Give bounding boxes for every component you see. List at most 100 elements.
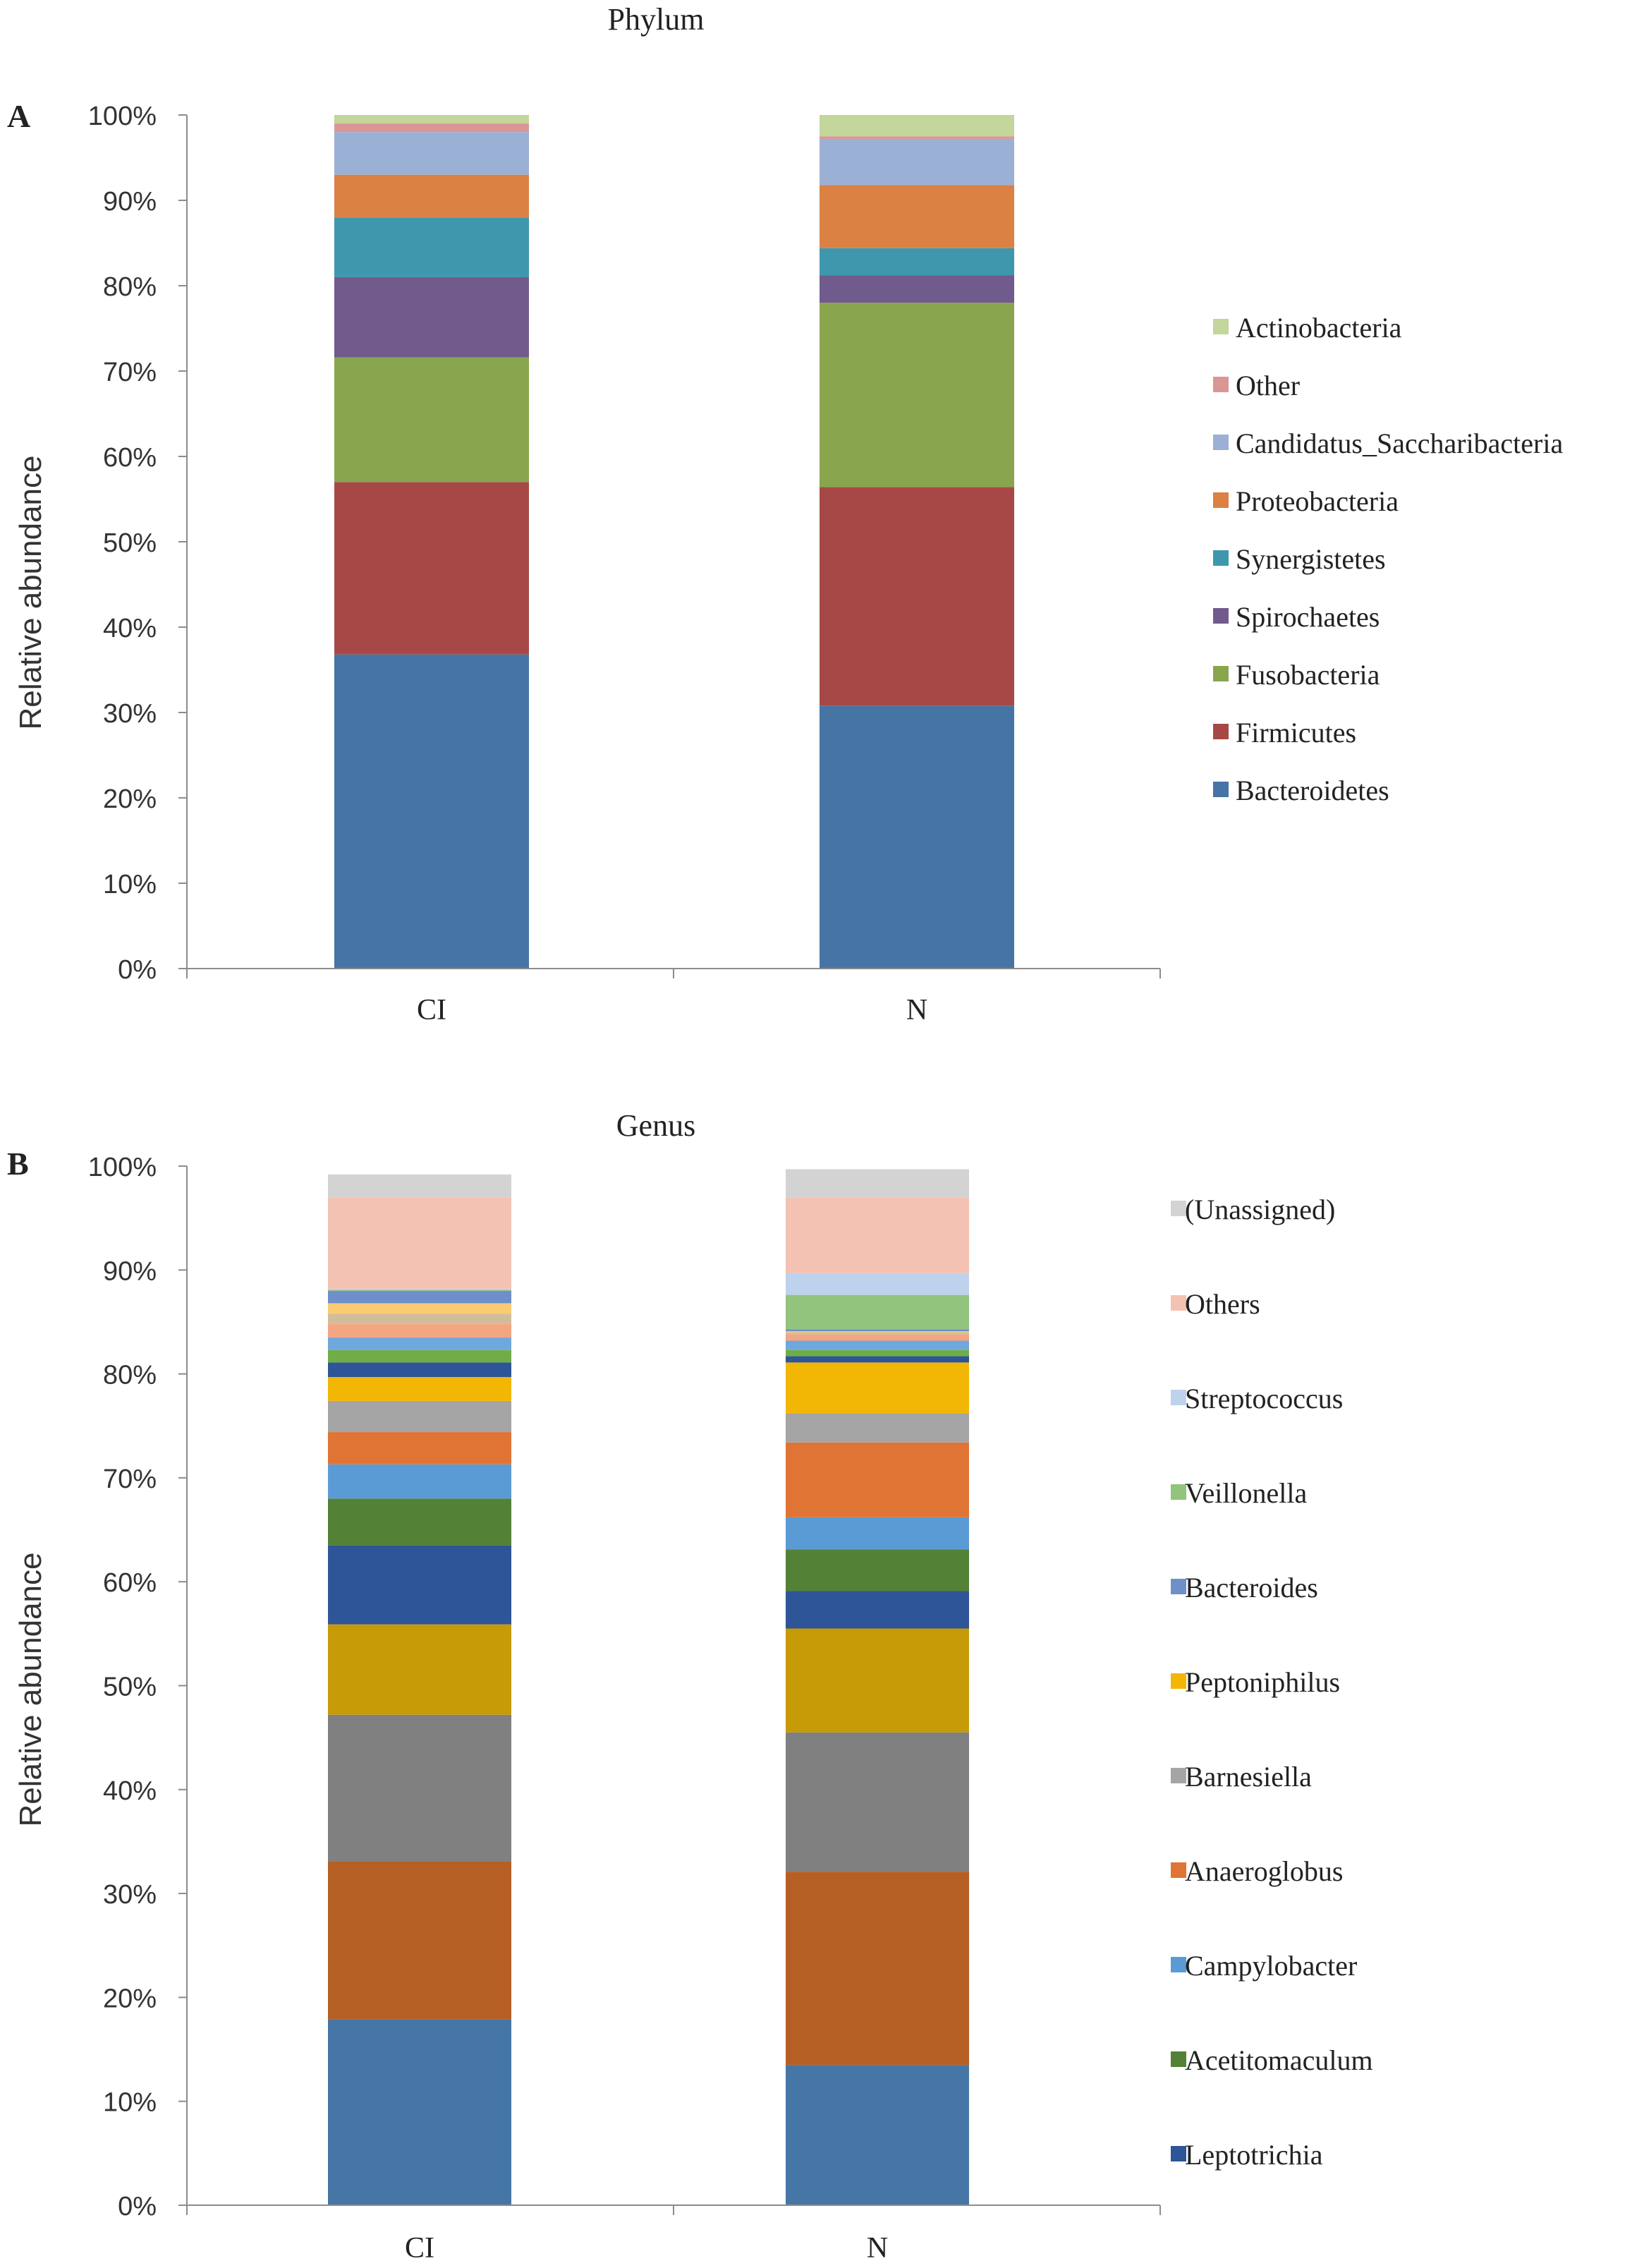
legend-swatch bbox=[1213, 377, 1229, 392]
panel-a-title: Phylum bbox=[608, 2, 705, 37]
bar-segment-synergistetes bbox=[820, 248, 1014, 276]
y-tick-label: 40% bbox=[103, 1776, 157, 1806]
panel-b-bars bbox=[328, 1169, 969, 2205]
bar-segment-unlabeled bbox=[786, 1628, 969, 1733]
y-tick-label: 20% bbox=[103, 784, 157, 814]
y-tick-label: 70% bbox=[103, 358, 157, 387]
legend-swatch bbox=[1171, 1957, 1186, 1972]
legend-swatch bbox=[1213, 492, 1229, 508]
bar-segment-proteobacteria bbox=[334, 174, 529, 218]
y-tick-label: 100% bbox=[88, 1153, 157, 1182]
bar-segment-unlabeled bbox=[786, 1334, 969, 1341]
y-tick-label: 50% bbox=[103, 528, 157, 558]
legend-label: Others bbox=[1185, 1288, 1260, 1320]
legend-swatch bbox=[1213, 435, 1229, 450]
bar-segment-spirochaetes bbox=[334, 277, 529, 358]
legend-label: Other bbox=[1236, 370, 1300, 401]
bar-segment-firmicutes bbox=[820, 487, 1014, 706]
bar-segment-unlabeled bbox=[786, 1340, 969, 1350]
bar-segment-bacteroides bbox=[786, 1329, 969, 1332]
legend-label: Bacteroidetes bbox=[1236, 775, 1389, 806]
panel-a-bars bbox=[334, 115, 1014, 969]
legend-swatch bbox=[1171, 1768, 1186, 1783]
bar-segment-acetitomaculum bbox=[328, 1498, 511, 1546]
legend-swatch bbox=[1171, 1579, 1186, 1594]
bar-segment-other bbox=[820, 136, 1014, 139]
bar-segment-streptococcus bbox=[328, 1288, 511, 1290]
legend-label: Actinobacteria bbox=[1236, 312, 1402, 344]
y-tick-label: 0% bbox=[118, 2192, 157, 2221]
legend-swatch bbox=[1213, 782, 1229, 797]
bar-segment-bacteroidetes bbox=[820, 705, 1014, 969]
y-tick-label: 60% bbox=[103, 1568, 157, 1598]
legend-swatch bbox=[1171, 1673, 1186, 1689]
x-category-label: CI bbox=[405, 2232, 434, 2264]
x-category-label: CI bbox=[417, 994, 446, 1026]
legend-swatch bbox=[1171, 2146, 1186, 2161]
bar-segment-actinobacteria bbox=[820, 115, 1014, 137]
legend-swatch bbox=[1171, 1390, 1186, 1405]
bar-segment-unlabeled bbox=[786, 1872, 969, 2066]
bar-segment-unlabeled bbox=[786, 1331, 969, 1333]
y-tick-label: 60% bbox=[103, 443, 157, 473]
panel-phylum: Phylum A Relative abundance 0% 10% 20% 30% 4… bbox=[7, 2, 1563, 1026]
panel-b-letter: B bbox=[7, 1146, 29, 1182]
legend-label: (Unassigned) bbox=[1185, 1194, 1335, 1225]
bar-segment-barnesiella bbox=[328, 1400, 511, 1433]
y-tick-label: 90% bbox=[103, 1256, 157, 1286]
y-tick-label: 100% bbox=[88, 102, 157, 131]
bar-segment-others bbox=[786, 1197, 969, 1273]
bar-segment-unlabeled bbox=[328, 1861, 511, 2020]
legend-swatch bbox=[1171, 1201, 1186, 1216]
bar-segment-unlabeled bbox=[328, 1303, 511, 1314]
legend-swatch bbox=[1213, 608, 1229, 624]
bar-segment-actinobacteria bbox=[334, 115, 529, 124]
y-tick-label: 0% bbox=[118, 955, 157, 985]
legend-swatch bbox=[1213, 550, 1229, 566]
bar-segment-other bbox=[334, 123, 529, 133]
panel-b-y-ticks: 0% 10% 20% 30% 40% 50% 60% 70% 80% 90% 100% bbox=[88, 1153, 187, 2221]
bar-segment-barnesiella bbox=[786, 1413, 969, 1443]
bar-segment-veillonella bbox=[786, 1294, 969, 1330]
bar-segment-campylobacter bbox=[328, 1464, 511, 1499]
bar-segment-unlabeled bbox=[786, 1732, 969, 1872]
bar-segment-anaeroglobus bbox=[328, 1432, 511, 1465]
bar-segment-campylobacter bbox=[786, 1517, 969, 1550]
panel-b-legend: (Unassigned) Others Streptococcus Veillonel… bbox=[1171, 1194, 1373, 2171]
x-category-label: N bbox=[867, 2232, 888, 2264]
bar-segment-unlabeled bbox=[786, 1356, 969, 1363]
panel-b-x-labels: CI N bbox=[405, 2232, 888, 2264]
legend-swatch bbox=[1213, 666, 1229, 681]
y-tick-label: 80% bbox=[103, 272, 157, 302]
legend-label: Leptotrichia bbox=[1185, 2139, 1323, 2171]
y-tick-label: 30% bbox=[103, 699, 157, 729]
bar-segment-bacteroidetes bbox=[334, 654, 529, 969]
bar-segment-anaeroglobus bbox=[786, 1442, 969, 1517]
panel-a-axes bbox=[186, 115, 1161, 978]
panel-a-y-ticks: 0% 10% 20% 30% 40% 50% 60% 70% 80% 90% 100% bbox=[88, 102, 187, 985]
bar-segment-unlabeled bbox=[328, 1714, 511, 1862]
bar-segment-candidatus-saccharibacteria bbox=[820, 138, 1014, 186]
bar-segment-fusobacteria bbox=[334, 357, 529, 483]
bar-segment-streptococcus bbox=[786, 1273, 969, 1295]
legend-label: Spirochaetes bbox=[1236, 601, 1380, 633]
bar-segment-fusobacteria bbox=[820, 303, 1014, 487]
legend-swatch bbox=[1171, 1862, 1186, 1878]
legend-label: Firmicutes bbox=[1236, 717, 1356, 748]
bar-segment-unlabeled bbox=[328, 1338, 511, 1350]
bar-segment-unlabeled bbox=[328, 1323, 511, 1338]
panel-genus: Genus B Relative abundance 0% 10% 20% 30% 40… bbox=[7, 1108, 1373, 2264]
bar-segment-acetitomaculum bbox=[786, 1549, 969, 1591]
bar-segment-candidatus-saccharibacteria bbox=[334, 132, 529, 175]
bar-segment-unlabeled bbox=[786, 2065, 969, 2205]
bar-segment--unassigned- bbox=[786, 1169, 969, 1198]
panel-b-title: Genus bbox=[616, 1108, 695, 1143]
y-tick-label: 30% bbox=[103, 1880, 157, 1910]
legend-swatch bbox=[1171, 1484, 1186, 1500]
bar-segment-bacteroides bbox=[328, 1290, 511, 1304]
legend-label: Bacteroides bbox=[1185, 1572, 1318, 1603]
y-tick-label: 10% bbox=[103, 2088, 157, 2118]
legend-label: Barnesiella bbox=[1185, 1761, 1312, 1793]
y-tick-label: 40% bbox=[103, 614, 157, 643]
